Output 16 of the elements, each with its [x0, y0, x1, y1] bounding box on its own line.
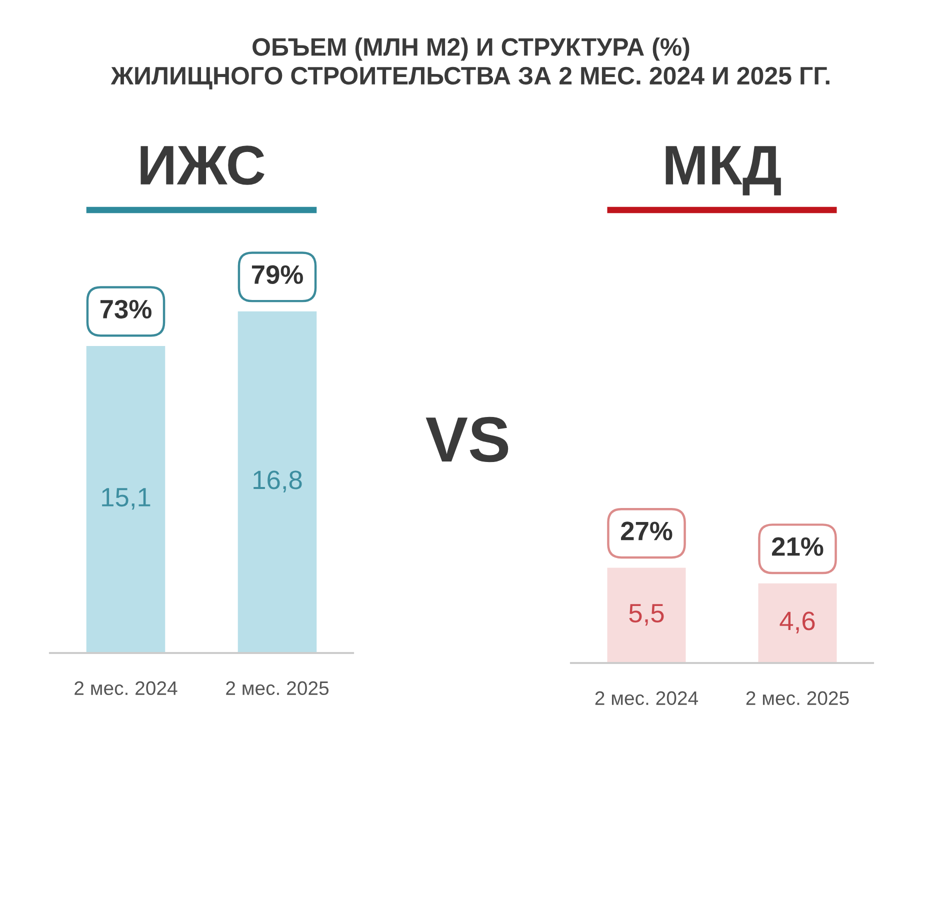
x-tick-label: 2 мес. 2025 — [746, 691, 849, 706]
data-label: 4,6 — [780, 612, 815, 634]
data-label: 5,5 — [629, 604, 664, 626]
text: VS — [426, 416, 508, 462]
x-tick-label: 2 мес. 2024 — [595, 691, 698, 706]
data-label: 16,8 — [254, 470, 302, 492]
text: ОБЪЕМ (МЛН М2) И СТРУКТУРА (%) ЖИЛИЩНОГО СТРОИТЕЛЬСТВА ЗА 2 МЕС. 2024 И 2025 ГГ. — [110, 37, 830, 90]
annotation: 21% — [772, 537, 824, 556]
annotation: 27% — [621, 522, 672, 540]
data-label: 15,1 — [102, 488, 150, 510]
x-tick-label: 2 мес. 2025 — [226, 681, 329, 696]
chart-title: МКД — [666, 146, 781, 196]
x-tick-label: 2 мес. 2024 — [74, 681, 178, 696]
chart-title: ИЖС — [140, 146, 264, 185]
annotation: 73% — [100, 300, 152, 319]
annotation: 79% — [252, 265, 303, 284]
